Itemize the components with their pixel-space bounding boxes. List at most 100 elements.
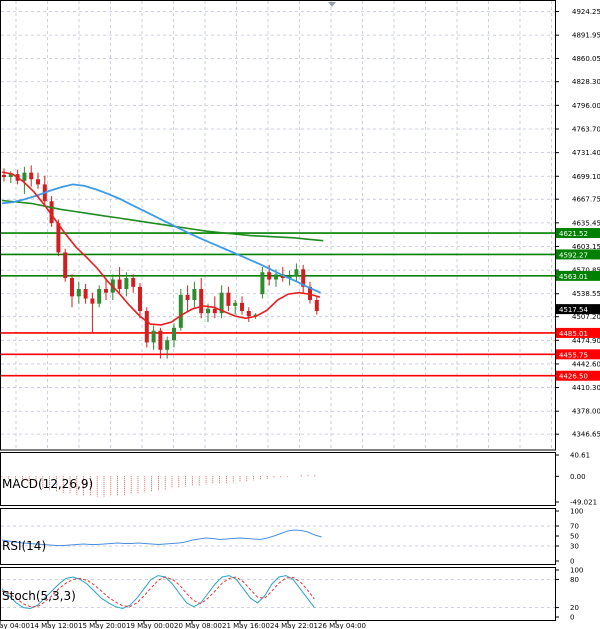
y-tick-label: 4860.05 [572, 55, 600, 63]
level-label: 4485.01 [559, 330, 588, 338]
y-tick-label: 4410.30 [572, 384, 600, 392]
candle-body[interactable] [22, 172, 27, 181]
y-tick-label: 4891.95 [572, 32, 600, 40]
y-tick-label: 4731.40 [572, 149, 600, 157]
y-tick-label: 4474.90 [572, 337, 600, 345]
candle-body[interactable] [192, 289, 197, 300]
y-tick-label: 4570.85 [572, 267, 600, 275]
y-tick-label: 4442.60 [572, 360, 600, 368]
candle-body[interactable] [117, 279, 122, 290]
rsi-line[interactable] [1, 529, 322, 546]
x-tick-label: 15 May 20:00 [78, 622, 126, 629]
candle-body[interactable] [36, 179, 40, 185]
ma-red-line[interactable] [1, 171, 321, 326]
indicator-tick-label: 70 [570, 523, 579, 531]
resistance-level-tag [556, 228, 600, 239]
candle-body[interactable] [240, 302, 244, 311]
x-tick-label: 26 May 04:00 [318, 622, 366, 629]
candle-body[interactable] [267, 272, 272, 280]
indicator-tick-label: 40.61 [570, 452, 590, 460]
candle-body[interactable] [63, 252, 68, 279]
candle-body[interactable] [151, 330, 156, 343]
candle-body[interactable] [212, 308, 217, 314]
candle-body[interactable] [287, 276, 292, 279]
candle-body[interactable] [308, 286, 312, 300]
candle-body[interactable] [90, 298, 95, 304]
ma-blue-line[interactable] [1, 183, 321, 294]
support-level-tag [556, 327, 600, 338]
candle-body[interactable] [104, 289, 108, 293]
candle-body[interactable] [131, 278, 136, 287]
candle-body[interactable] [124, 278, 129, 290]
rsi-panel[interactable]: 100 70 50 30 0 [0, 508, 584, 566]
indicator-tick-label: 80 [570, 576, 579, 584]
y-tick-label: 4346.65 [572, 431, 600, 439]
candle-body[interactable] [274, 274, 278, 280]
rsi-label: RSI(14) [2, 539, 46, 553]
candle-body[interactable] [172, 327, 176, 341]
candle-body[interactable] [49, 201, 54, 224]
current-price-label: 4517.54 [559, 306, 588, 314]
candle-body[interactable] [260, 272, 265, 295]
candle-body[interactable] [314, 300, 319, 311]
price-panel[interactable]: 4924.25 4891.95 4860.05 4828.30 4796.00 4763.… [0, 0, 600, 451]
indicator-tick-label: 100 [570, 508, 583, 516]
level-label: 4426.50 [559, 373, 588, 381]
candle-body[interactable] [76, 289, 81, 297]
candle-body[interactable] [253, 314, 258, 317]
candle-body[interactable] [199, 289, 204, 314]
indicator-tick-label: 100 [570, 567, 583, 575]
y-tick-label: 4667.75 [572, 196, 600, 204]
candle-body[interactable] [138, 286, 142, 311]
level-label: 4592.27 [559, 251, 588, 259]
candle-body[interactable] [70, 278, 74, 297]
candle-body[interactable] [226, 292, 231, 306]
candle-body[interactable] [178, 294, 183, 328]
ma-green-line[interactable] [1, 199, 324, 242]
candle-body[interactable] [2, 174, 6, 178]
y-tick-label: 4763.70 [572, 126, 600, 134]
macd-panel[interactable]: 40.61 0.00 -49.021 [0, 452, 598, 507]
candle-body[interactable] [246, 310, 251, 317]
y-tick-label: 4507.20 [572, 313, 600, 321]
candle-body[interactable] [165, 340, 170, 350]
level-label: 4563.01 [559, 273, 588, 281]
current-price-tag [556, 304, 600, 315]
chart-shift-marker-icon[interactable] [328, 2, 336, 7]
support-level-tag [556, 349, 600, 360]
indicator-tick-label: -49.021 [570, 499, 597, 507]
candle-body[interactable] [185, 294, 190, 300]
level-label: 4621.52 [559, 230, 588, 238]
candle-body[interactable] [294, 269, 299, 277]
x-tick-label: 14 May 12:00 [30, 622, 78, 629]
y-tick-label: 4635.45 [572, 219, 600, 227]
indicator-tick-label: 0 [570, 614, 574, 622]
level-label: 4455.75 [559, 351, 588, 359]
candle-body[interactable] [233, 302, 238, 306]
stoch-label: Stoch(5,3,3) [2, 589, 76, 603]
candle-body[interactable] [301, 269, 306, 287]
indicator-tick-label: 50 [570, 533, 579, 541]
candle-body[interactable] [8, 174, 13, 178]
x-tick-label: 13 May 04:00 [0, 622, 30, 629]
candle-body[interactable] [83, 289, 88, 299]
candle-body[interactable] [144, 310, 149, 343]
indicator-tick-label: 0 [570, 558, 574, 566]
y-tick-label: 4828.30 [572, 78, 600, 86]
stoch-signal-line[interactable] [1, 576, 315, 608]
candle-body[interactable] [206, 308, 210, 314]
candle-body[interactable] [219, 292, 224, 314]
y-tick-label: 4378.00 [572, 408, 600, 416]
candle-body[interactable] [97, 289, 102, 304]
resistance-level-tag [556, 270, 600, 281]
support-level-tag [556, 370, 600, 381]
candle-body[interactable] [158, 330, 163, 350]
candle-body[interactable] [56, 223, 61, 253]
y-tick-label: 4603.15 [572, 243, 600, 251]
indicator-tick-label: 30 [570, 543, 579, 551]
y-tick-label: 4924.25 [572, 8, 600, 16]
x-tick-label: 21 May 16:00 [222, 622, 270, 629]
candle-body[interactable] [29, 172, 34, 180]
